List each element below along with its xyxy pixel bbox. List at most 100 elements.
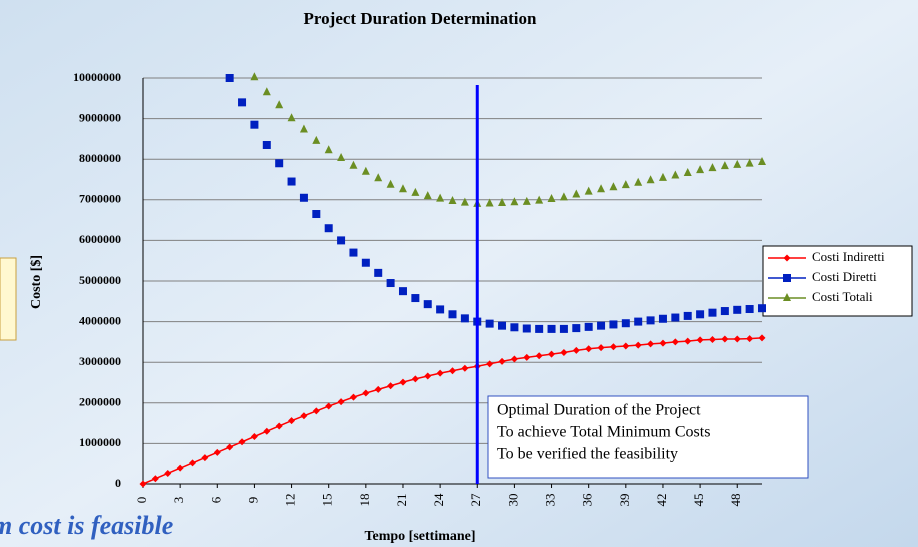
data-point — [164, 469, 172, 477]
data-point — [423, 191, 432, 200]
data-point — [486, 360, 494, 368]
data-point — [225, 74, 234, 82]
legend-label: Costi Totali — [812, 289, 873, 304]
data-point — [634, 341, 642, 349]
data-point — [398, 184, 407, 193]
data-point — [201, 454, 209, 462]
y-tick-label: 7000000 — [79, 192, 121, 206]
data-point — [213, 448, 221, 456]
data-point — [647, 340, 655, 348]
data-point — [349, 160, 358, 169]
x-tick-label: 15 — [320, 494, 335, 507]
x-tick-label: 45 — [691, 494, 706, 507]
data-point — [337, 398, 345, 406]
data-point — [510, 355, 518, 363]
data-point — [548, 350, 556, 358]
data-point — [139, 480, 147, 488]
data-point — [535, 195, 544, 204]
data-point — [300, 412, 308, 420]
data-point — [696, 310, 705, 319]
data-point — [151, 475, 159, 483]
data-point — [758, 157, 766, 166]
data-point — [671, 170, 680, 179]
data-point — [324, 224, 333, 233]
data-point — [263, 427, 271, 435]
x-tick-label: 33 — [543, 494, 558, 507]
data-point — [585, 345, 593, 353]
data-point — [411, 375, 419, 383]
y-tick-label: 1000000 — [79, 435, 121, 449]
y-tick-label: 4000000 — [79, 313, 121, 327]
data-point — [275, 100, 284, 109]
x-tick-label: 27 — [468, 493, 483, 507]
data-point — [683, 168, 692, 177]
data-point — [547, 193, 556, 202]
data-point — [325, 402, 333, 410]
data-point — [758, 304, 766, 313]
data-point — [609, 320, 618, 329]
data-point — [312, 135, 321, 144]
annotation-text: To be verified the feasibility — [497, 446, 678, 463]
data-point — [634, 177, 643, 186]
data-point — [387, 382, 395, 390]
x-tick-label: 48 — [728, 494, 743, 507]
data-point — [671, 338, 679, 346]
data-point — [299, 193, 308, 202]
data-point — [287, 113, 296, 122]
data-point — [584, 186, 593, 195]
data-point — [424, 372, 432, 380]
data-point — [275, 422, 283, 430]
x-tick-label: 21 — [394, 494, 409, 507]
x-tick-label: 24 — [431, 493, 446, 507]
data-point — [398, 287, 407, 296]
y-tick-label: 0 — [115, 476, 121, 490]
data-point — [436, 193, 445, 202]
data-point — [745, 305, 754, 314]
data-point — [696, 336, 704, 344]
data-point — [597, 184, 606, 193]
data-point — [621, 319, 630, 328]
data-point — [572, 189, 581, 198]
data-point — [510, 323, 519, 332]
data-point — [262, 87, 271, 96]
data-point — [522, 324, 531, 333]
legend-marker — [783, 254, 791, 262]
data-point — [708, 335, 716, 343]
y-axis-label: Costo [$] — [29, 255, 44, 309]
data-point — [349, 393, 357, 401]
y-tick-label: 6000000 — [79, 232, 121, 246]
x-tick-label: 9 — [245, 497, 260, 504]
data-point — [523, 353, 531, 361]
data-point — [659, 339, 667, 347]
data-point — [498, 198, 507, 207]
annotation-box — [487, 395, 809, 479]
data-point — [696, 165, 705, 174]
data-point — [559, 324, 568, 333]
data-point — [683, 311, 692, 320]
data-point — [337, 236, 346, 245]
data-point — [250, 432, 258, 440]
annotation-text: Optimal Duration of the Project — [497, 402, 701, 419]
legend-label: Costi Indiretti — [812, 249, 885, 264]
data-point — [646, 316, 655, 325]
data-point — [250, 120, 259, 129]
y-tick-label: 8000000 — [79, 151, 121, 165]
data-point — [448, 196, 457, 205]
data-point — [720, 161, 729, 170]
x-tick-label: 30 — [505, 494, 520, 507]
annotation-text: To achieve Total Minimum Costs — [497, 424, 710, 441]
data-point — [621, 180, 630, 189]
x-tick-label: 3 — [171, 497, 186, 504]
data-point — [708, 308, 717, 317]
data-point — [361, 166, 370, 175]
data-point — [250, 72, 259, 81]
x-tick-label: 18 — [357, 494, 372, 507]
data-point — [522, 196, 531, 205]
y-tick-label: 2000000 — [79, 395, 121, 409]
x-tick-label: 0 — [134, 497, 149, 504]
data-point — [386, 179, 395, 188]
data-point — [597, 344, 605, 352]
data-point — [275, 159, 284, 168]
